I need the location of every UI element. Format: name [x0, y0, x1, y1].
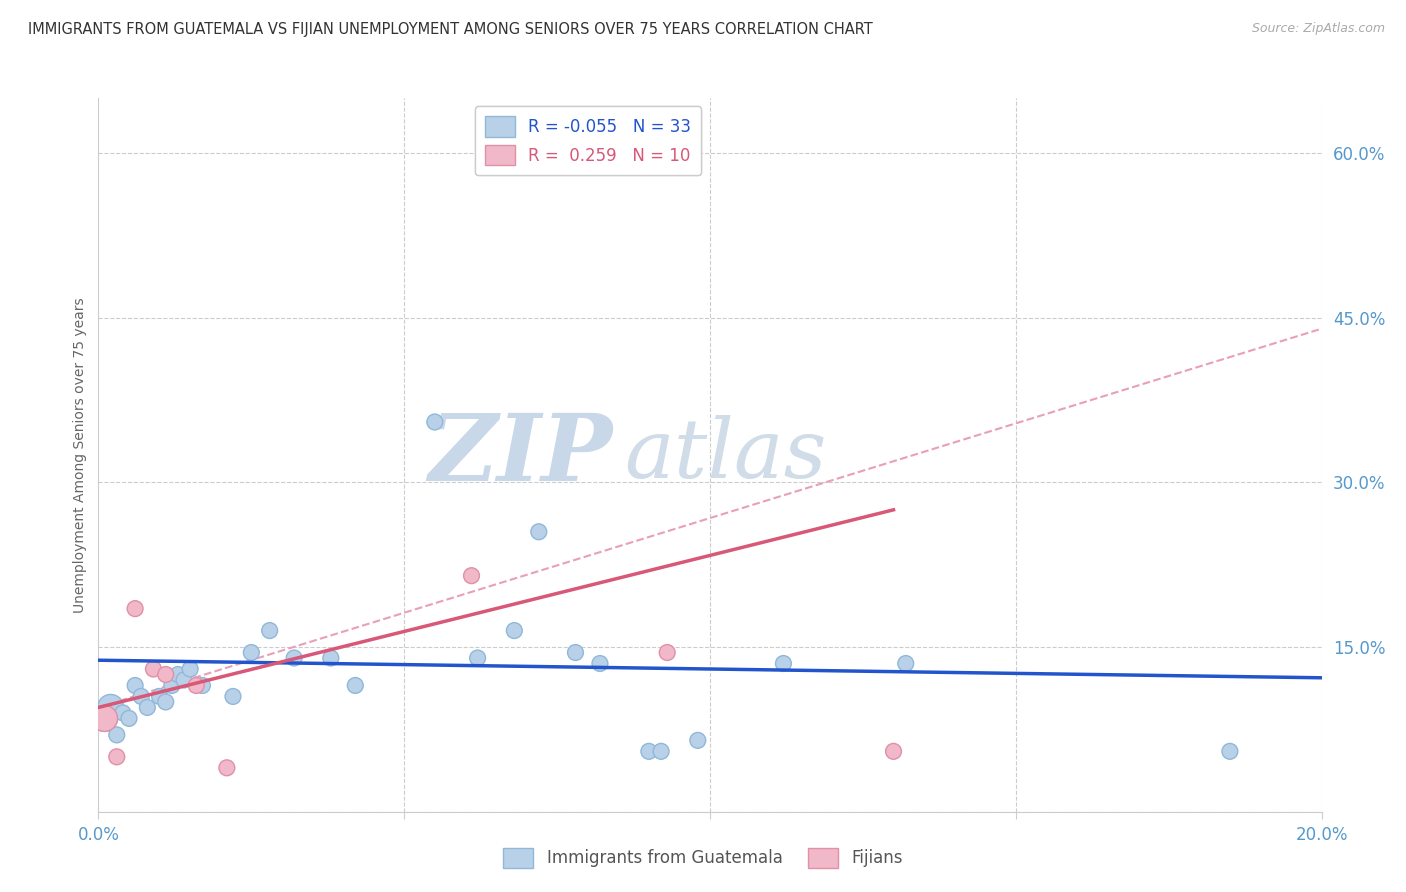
Legend: Immigrants from Guatemala, Fijians: Immigrants from Guatemala, Fijians — [496, 841, 910, 875]
Point — [111, 706, 134, 720]
Point — [637, 744, 661, 758]
Point — [686, 733, 709, 747]
Point — [186, 678, 208, 692]
Point — [179, 662, 201, 676]
Point — [105, 749, 128, 764]
Point — [142, 662, 165, 676]
Point — [657, 646, 679, 660]
Point — [149, 690, 172, 704]
Y-axis label: Unemployment Among Seniors over 75 years: Unemployment Among Seniors over 75 years — [73, 297, 87, 613]
Text: atlas: atlas — [624, 415, 827, 495]
Point — [467, 651, 489, 665]
Point — [460, 568, 482, 582]
Point — [160, 678, 183, 692]
Point — [136, 700, 159, 714]
Point — [772, 657, 794, 671]
Point — [118, 711, 141, 725]
Point — [124, 601, 146, 615]
Point — [93, 711, 115, 725]
Point — [191, 678, 214, 692]
Point — [173, 673, 195, 687]
Legend: R = -0.055   N = 33, R =  0.259   N = 10: R = -0.055 N = 33, R = 0.259 N = 10 — [475, 106, 700, 176]
Point — [883, 744, 905, 758]
Point — [215, 761, 238, 775]
Point — [589, 657, 612, 671]
Text: Source: ZipAtlas.com: Source: ZipAtlas.com — [1251, 22, 1385, 36]
Point — [155, 695, 177, 709]
Point — [167, 667, 190, 681]
Point — [503, 624, 526, 638]
Point — [423, 415, 446, 429]
Point — [1219, 744, 1241, 758]
Point — [283, 651, 305, 665]
Point — [319, 651, 342, 665]
Text: IMMIGRANTS FROM GUATEMALA VS FIJIAN UNEMPLOYMENT AMONG SENIORS OVER 75 YEARS COR: IMMIGRANTS FROM GUATEMALA VS FIJIAN UNEM… — [28, 22, 873, 37]
Point — [100, 700, 122, 714]
Text: ZIP: ZIP — [427, 410, 612, 500]
Point — [124, 678, 146, 692]
Point — [93, 711, 115, 725]
Point — [344, 678, 367, 692]
Point — [259, 624, 281, 638]
Point — [650, 744, 672, 758]
Point — [129, 690, 152, 704]
Point — [894, 657, 917, 671]
Point — [155, 667, 177, 681]
Point — [240, 646, 263, 660]
Point — [564, 646, 586, 660]
Point — [527, 524, 550, 539]
Point — [222, 690, 245, 704]
Point — [105, 728, 128, 742]
